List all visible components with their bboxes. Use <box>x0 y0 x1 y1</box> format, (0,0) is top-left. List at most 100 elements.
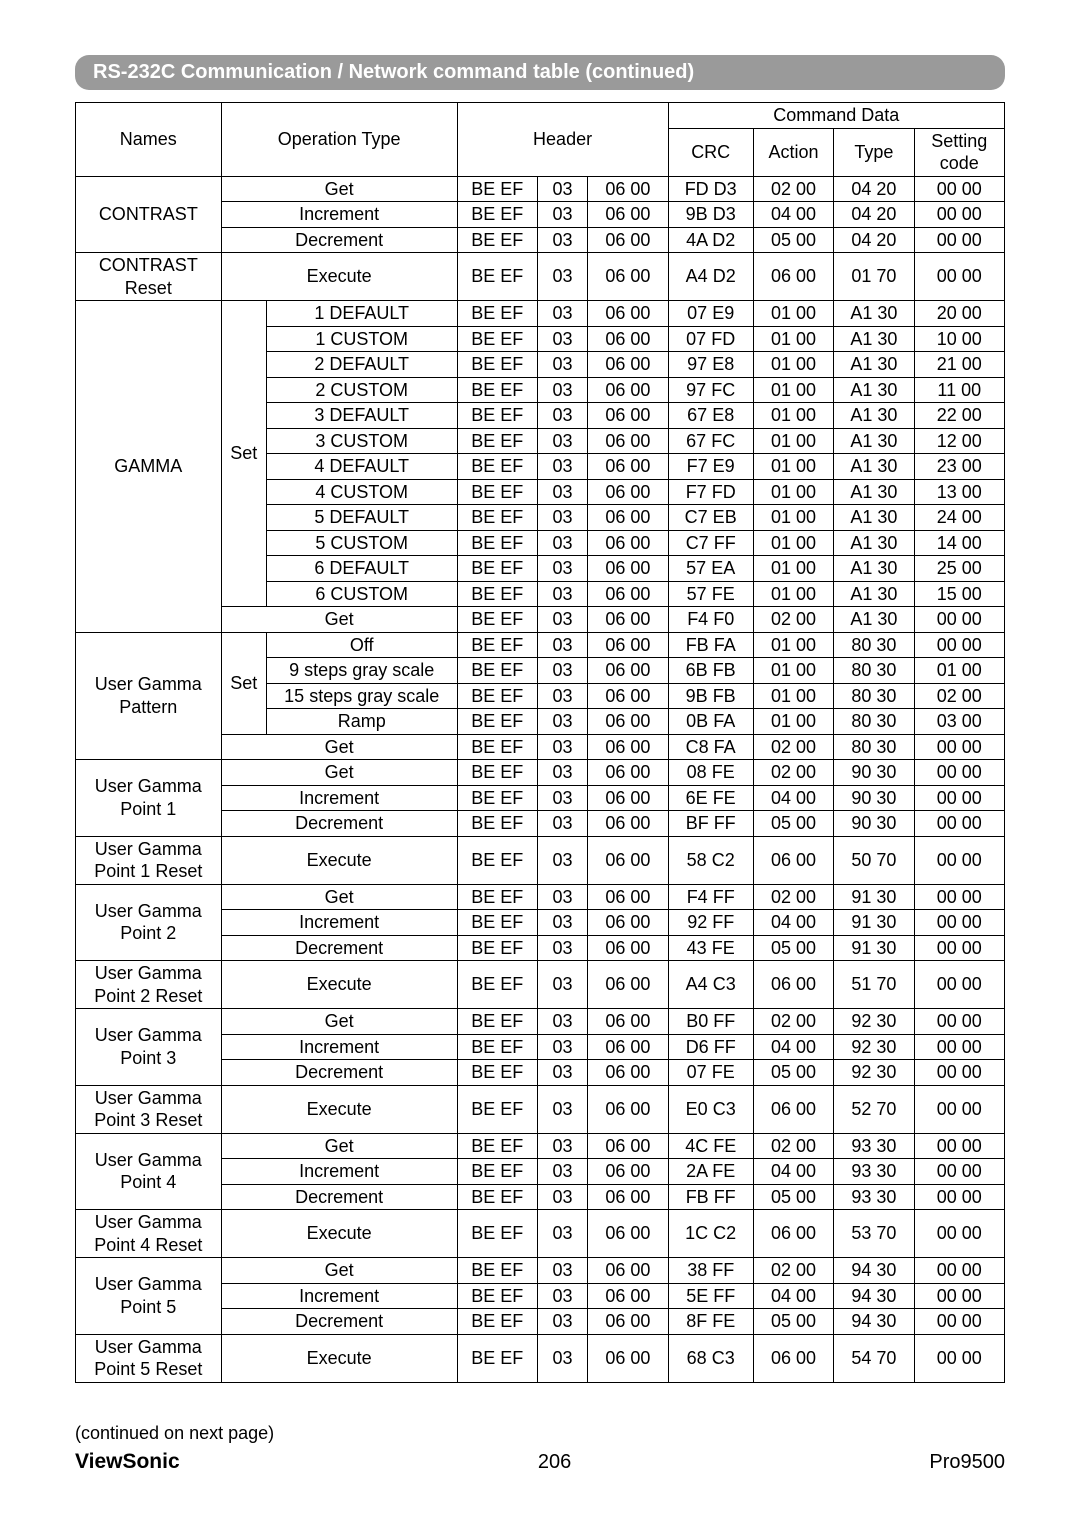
cell-action: 05 00 <box>753 1184 833 1210</box>
cell-header2: 03 <box>537 428 587 454</box>
cell-header3: 06 00 <box>588 1159 668 1185</box>
cell-setting: 22 00 <box>914 403 1004 429</box>
cell-header2: 03 <box>537 658 587 684</box>
cell-action: 01 00 <box>753 556 833 582</box>
cell-header3: 06 00 <box>588 403 668 429</box>
cell-header2: 03 <box>537 326 587 352</box>
col-cmddata: Command Data <box>668 103 1004 129</box>
cell-action: 06 00 <box>753 1334 833 1382</box>
cell-header3: 06 00 <box>588 479 668 505</box>
cell-type: 92 30 <box>834 1034 914 1060</box>
cell-header3: 06 00 <box>588 1085 668 1133</box>
cell-crc: 4A D2 <box>668 227 753 253</box>
cell-header1: BE EF <box>457 556 537 582</box>
cell-type: A1 30 <box>834 530 914 556</box>
cell-header3: 06 00 <box>588 632 668 658</box>
cell-setting: 00 00 <box>914 961 1004 1009</box>
cell-action: 01 00 <box>753 403 833 429</box>
cell-optype-value: 6 DEFAULT <box>266 556 457 582</box>
cell-type: 92 30 <box>834 1009 914 1035</box>
col-names: Names <box>76 103 222 177</box>
cell-setting: 00 00 <box>914 1034 1004 1060</box>
cell-header1: BE EF <box>457 1309 537 1335</box>
cell-crc: 67 E8 <box>668 403 753 429</box>
cell-header1: BE EF <box>457 760 537 786</box>
cell-header2: 03 <box>537 709 587 735</box>
cell-crc: A4 C3 <box>668 961 753 1009</box>
cell-type: 01 70 <box>834 253 914 301</box>
cell-header1: BE EF <box>457 1334 537 1382</box>
cell-crc: 57 FE <box>668 581 753 607</box>
section-title-bar: RS-232C Communication / Network command … <box>75 55 1005 90</box>
cell-action: 02 00 <box>753 176 833 202</box>
cell-setting: 00 00 <box>914 227 1004 253</box>
cell-header3: 06 00 <box>588 1334 668 1382</box>
cell-header3: 06 00 <box>588 734 668 760</box>
cell-optype-value: 2 DEFAULT <box>266 352 457 378</box>
cell-header2: 03 <box>537 1159 587 1185</box>
cell-header1: BE EF <box>457 1060 537 1086</box>
cell-action: 01 00 <box>753 530 833 556</box>
cell-action: 01 00 <box>753 632 833 658</box>
cell-crc: 07 E9 <box>668 301 753 327</box>
cell-header2: 03 <box>537 760 587 786</box>
cell-header3: 06 00 <box>588 505 668 531</box>
cell-setting: 00 00 <box>914 734 1004 760</box>
cell-crc: FB FF <box>668 1184 753 1210</box>
footer-model: Pro9500 <box>929 1451 1005 1474</box>
cell-setting: 00 00 <box>914 1258 1004 1284</box>
cell-setting: 00 00 <box>914 884 1004 910</box>
cell-header3: 06 00 <box>588 556 668 582</box>
cell-action: 01 00 <box>753 326 833 352</box>
cell-type: 04 20 <box>834 176 914 202</box>
cell-crc: F7 E9 <box>668 454 753 480</box>
cell-optype: Increment <box>221 1159 457 1185</box>
cell-crc: 67 FC <box>668 428 753 454</box>
cell-name: User Gamma Point 2 <box>76 884 222 961</box>
cell-header3: 06 00 <box>588 961 668 1009</box>
cell-header1: BE EF <box>457 352 537 378</box>
cell-header2: 03 <box>537 1184 587 1210</box>
cell-crc: B0 FF <box>668 1009 753 1035</box>
cell-optype: Decrement <box>221 1184 457 1210</box>
cell-name: User Gamma Point 1 Reset <box>76 836 222 884</box>
footer-page-number: 206 <box>538 1451 571 1474</box>
cell-optype: Get <box>221 1009 457 1035</box>
cell-type: 80 30 <box>834 734 914 760</box>
cell-setting: 14 00 <box>914 530 1004 556</box>
cell-setting: 21 00 <box>914 352 1004 378</box>
cell-optype-value: 6 CUSTOM <box>266 581 457 607</box>
cell-action: 01 00 <box>753 377 833 403</box>
cell-header2: 03 <box>537 1258 587 1284</box>
cell-type: 53 70 <box>834 1210 914 1258</box>
cell-name: User Gamma Point 5 Reset <box>76 1334 222 1382</box>
cell-header1: BE EF <box>457 1258 537 1284</box>
cell-header1: BE EF <box>457 301 537 327</box>
cell-setting: 00 00 <box>914 1283 1004 1309</box>
col-setting: Setting code <box>914 128 1004 176</box>
cell-type: 90 30 <box>834 785 914 811</box>
cell-header3: 06 00 <box>588 377 668 403</box>
cell-header1: BE EF <box>457 785 537 811</box>
col-action: Action <box>753 128 833 176</box>
cell-header1: BE EF <box>457 1009 537 1035</box>
cell-type: 94 30 <box>834 1258 914 1284</box>
cell-action: 06 00 <box>753 1085 833 1133</box>
cell-header2: 03 <box>537 202 587 228</box>
cell-header3: 06 00 <box>588 1283 668 1309</box>
cell-header3: 06 00 <box>588 428 668 454</box>
table-row: User Gamma Point 5 ResetExecuteBE EF0306… <box>76 1334 1005 1382</box>
cell-header3: 06 00 <box>588 1009 668 1035</box>
cell-action: 05 00 <box>753 811 833 837</box>
cell-name: User Gamma Pattern <box>76 632 222 760</box>
cell-header2: 03 <box>537 556 587 582</box>
cell-optype: Get <box>221 607 457 633</box>
cell-crc: 9B FB <box>668 683 753 709</box>
table-row: CONTRASTGetBE EF0306 00FD D302 0004 2000… <box>76 176 1005 202</box>
cell-type: 50 70 <box>834 836 914 884</box>
cell-setting: 13 00 <box>914 479 1004 505</box>
cell-crc: 0B FA <box>668 709 753 735</box>
cell-setting: 00 00 <box>914 811 1004 837</box>
cell-name: GAMMA <box>76 301 222 633</box>
cell-action: 05 00 <box>753 1309 833 1335</box>
